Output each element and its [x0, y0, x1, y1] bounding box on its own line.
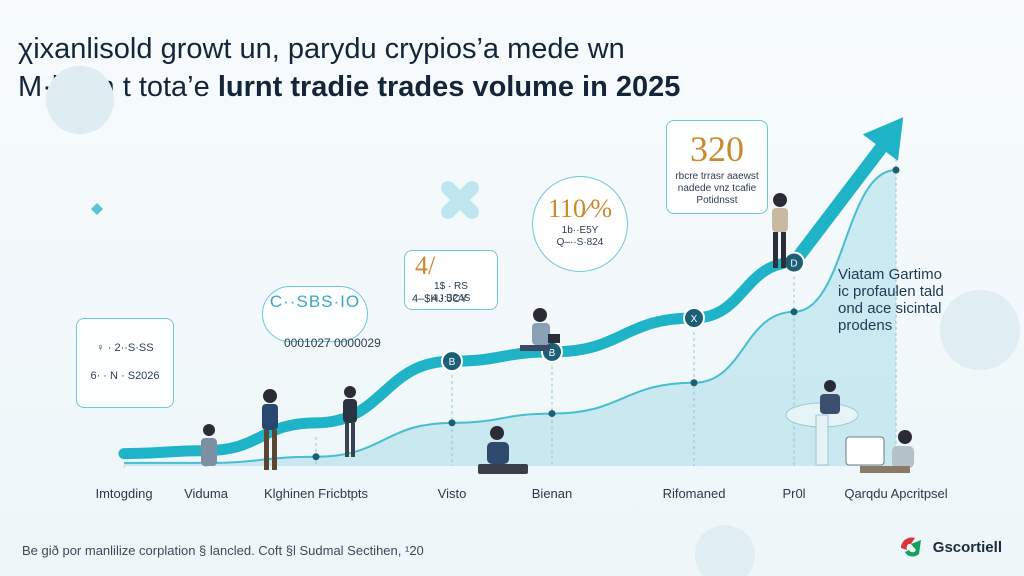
- brand-logo: Gscortiell: [897, 534, 1002, 560]
- person-climbing-figure: [772, 193, 788, 268]
- gear-decor-icon: [695, 525, 755, 576]
- side-note-line: ond ace sicintal: [838, 300, 942, 317]
- category-label: Rifomaned: [662, 486, 726, 501]
- gear-decor-icon: [940, 290, 1020, 370]
- logo-icon: [900, 537, 921, 557]
- side-note-line: prodens: [838, 317, 893, 334]
- category-label: Klghinen Fricbtpts: [263, 486, 369, 501]
- marker-label: X: [691, 314, 698, 325]
- area-series: [124, 170, 896, 466]
- callout-left: ♀ · 2··S·SS 6· · N · S2026: [76, 318, 174, 408]
- person-figure: [262, 389, 278, 470]
- callout-line: C··SBS·IO: [269, 292, 361, 311]
- secondary-data-point: [548, 410, 556, 418]
- callout-line: 4 · B24S: [431, 293, 471, 304]
- chart-title: χixanlisold growt un, parydu crypios’a m…: [18, 30, 680, 106]
- callout-110: 110⁄% 1b··E5Y Q–··S·824: [532, 176, 628, 272]
- callout-line: Potidnsst: [696, 195, 738, 206]
- callout-line: rbcre trrasr aaewst: [675, 171, 759, 182]
- side-note-line: Viatam Gartimo: [838, 266, 942, 283]
- secondary-data-point: [448, 419, 456, 427]
- marker-label: B: [549, 348, 556, 359]
- callout-line: 6· · N · S2026: [90, 370, 160, 382]
- cross-decor-icon: [441, 181, 479, 219]
- callout-line: Q–··S·824: [556, 237, 604, 248]
- callout-value: 320: [690, 129, 744, 169]
- person-figure: [201, 424, 217, 466]
- callout-speech: C··SBS·IO: [262, 286, 368, 342]
- background-decor: [46, 66, 1020, 576]
- category-label: Bienan: [531, 486, 573, 501]
- secondary-data-point: [790, 308, 798, 316]
- marker-label: D: [790, 259, 797, 270]
- fountain-figure: [785, 380, 859, 466]
- arrow-head-icon: [862, 117, 904, 161]
- callout-line: ♀ · 2··S·SS: [96, 342, 154, 354]
- side-note-line: ic profaulen tald: [838, 283, 944, 300]
- sparkle-icon: [91, 203, 103, 215]
- person-sitting-figure: [845, 430, 914, 473]
- title-line-1: χixanlisold growt un, parydu crypios’a m…: [18, 33, 625, 65]
- secondary-data-point: [892, 166, 900, 174]
- secondary-data-point: [312, 453, 320, 461]
- person-figure: [343, 386, 357, 457]
- category-label: Viduma: [184, 486, 228, 501]
- category-label: Pr0l: [782, 486, 806, 501]
- callout-320: 320 rbcre trrasr aaewst nadede vnz tcafi…: [666, 120, 768, 214]
- footer-note: Be gið por manlilize corplation § lancle…: [22, 543, 424, 558]
- data-point-marker: [441, 350, 463, 373]
- callout-line: nadede vnz tcafie: [677, 183, 757, 194]
- category-label: Qarqdu Apcritpsel: [844, 486, 948, 501]
- callout-4-footnote: 4–$HJ:JCY: [412, 293, 468, 305]
- callout-line: 1b··E5Y: [561, 225, 599, 236]
- title-line-2b: lurnt tradie trades volume in 2025: [217, 71, 681, 103]
- callout-value: 110⁄%: [547, 194, 613, 223]
- callout-line: 1$ · RS: [434, 281, 468, 292]
- side-note: Viatam Gartimo ic profaulen tald ond ace…: [838, 266, 944, 334]
- data-point-marker: [683, 307, 705, 329]
- secondary-data-point: [690, 379, 698, 387]
- logo-text: Gscortiell: [932, 538, 1002, 556]
- callout-4: 4/ 1$ · RS 4 · B24S: [404, 250, 498, 310]
- marker-label: B: [449, 357, 456, 368]
- callout-value: 4/: [415, 251, 436, 280]
- arrow-stem: [787, 132, 895, 269]
- category-label: Imtogding: [95, 486, 153, 501]
- person-at-laptop-figure: [478, 426, 528, 474]
- callout-speech-footnote: 0001027 0000029: [284, 336, 381, 350]
- figures: [201, 193, 914, 474]
- gear-decor-icon: [46, 66, 114, 134]
- category-label: Visto: [437, 486, 467, 501]
- person-with-laptop-figure: [520, 308, 560, 351]
